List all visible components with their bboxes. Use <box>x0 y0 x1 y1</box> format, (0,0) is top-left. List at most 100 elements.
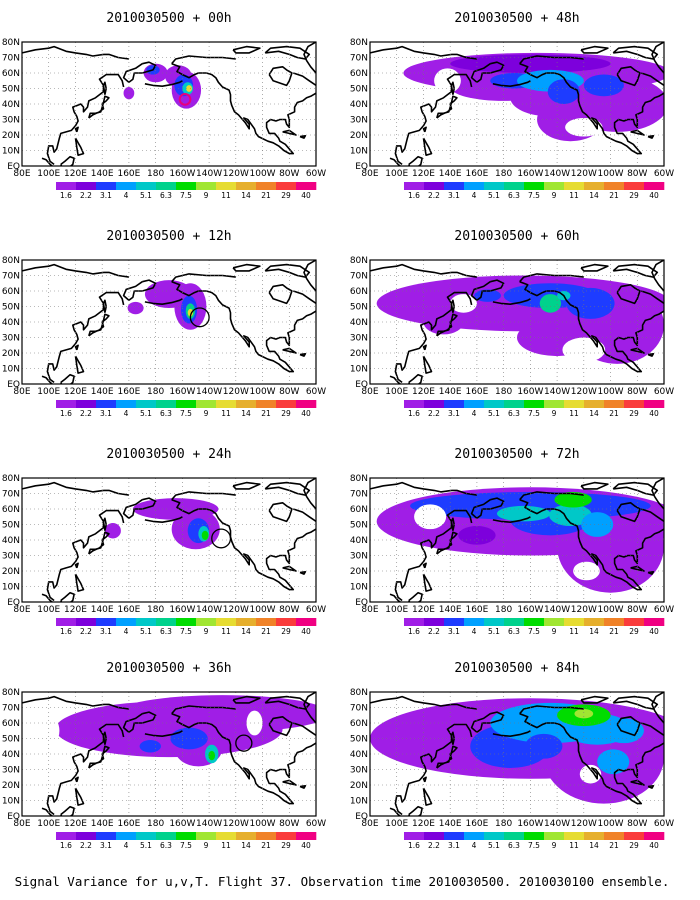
coastline <box>122 61 157 84</box>
colorbar: 1.6 2.2 3.1 4 5.1 6.3 7.5 9 11 14 21 29 40 <box>56 400 317 418</box>
variance-field <box>370 692 664 816</box>
map-frame <box>21 259 317 385</box>
colorbar-swatch <box>444 182 465 190</box>
colorbar-swatch <box>296 618 317 626</box>
coastline <box>88 531 110 555</box>
panel-title: 2010030500 + 36h <box>106 661 231 676</box>
coastline <box>293 72 316 87</box>
lat-tick-label: EQ <box>355 162 368 172</box>
colorbar-label: 14 <box>589 409 599 418</box>
lon-tick-label: 80E <box>361 169 378 179</box>
colorbar-swatch <box>624 400 645 408</box>
coastline <box>641 290 664 305</box>
coastline <box>102 517 107 531</box>
variance-contour <box>574 709 594 719</box>
variance-contour <box>547 79 580 104</box>
colorbar-swatch <box>564 618 585 626</box>
coastline <box>641 72 664 87</box>
coastline <box>60 805 75 816</box>
coastline <box>103 53 130 60</box>
coastline <box>580 481 609 490</box>
coastline <box>408 373 423 384</box>
lat-tick-label: 30N <box>350 766 368 776</box>
coastline <box>232 263 261 272</box>
colorbar-swatch <box>624 618 645 626</box>
lon-tick-label: 100E <box>385 387 408 397</box>
lat-tick-label: 50N <box>2 521 20 531</box>
colorbar-swatch <box>424 400 445 408</box>
coastline <box>389 593 402 602</box>
colorbar-label: 1.6 <box>60 191 72 200</box>
lon-tick-label: 120W <box>223 819 249 829</box>
coastline <box>422 355 433 374</box>
colorbar-label: 2.2 <box>80 841 92 850</box>
lat-tick-label: 10N <box>2 147 20 157</box>
lon-tick-label: 140E <box>439 605 462 615</box>
colorbar-label: 29 <box>629 191 639 200</box>
lat-tick-label: 40N <box>350 536 368 546</box>
colorbar-label: 9 <box>552 191 557 200</box>
coastline <box>264 45 311 60</box>
coastline <box>303 478 316 510</box>
colorbar-label: 2.2 <box>428 191 440 200</box>
colorbar-label: 3.1 <box>448 409 460 418</box>
lat-tick-label: 40N <box>2 536 20 546</box>
colorbar-label: 11 <box>221 627 231 636</box>
lat-tick-label: 20N <box>350 349 368 359</box>
colorbar-swatch <box>504 618 525 626</box>
lat-tick-label: 70N <box>350 272 368 282</box>
coastline <box>451 703 478 710</box>
map-panel-5: 2010030500 + 24h 80N 70N 60N 50N 40N 30N 20N 10N… <box>2 447 326 636</box>
colorbar-swatch <box>56 618 77 626</box>
lon-tick-label: 100E <box>37 819 60 829</box>
lon-tick-label: 140E <box>439 387 462 397</box>
coastline <box>519 273 584 283</box>
colorbar-label: 9 <box>204 627 209 636</box>
variance-contour <box>539 294 562 313</box>
variance-field <box>370 42 664 166</box>
colorbar-swatch <box>256 400 277 408</box>
variance-contour <box>187 308 194 317</box>
lon-tick-label: 140E <box>91 169 114 179</box>
colorbar-swatch <box>544 618 565 626</box>
lat-tick-label: 70N <box>350 704 368 714</box>
coastline <box>519 498 664 591</box>
colorbar-label: 29 <box>629 409 639 418</box>
coastline <box>651 42 664 74</box>
coastline <box>630 129 645 136</box>
colorbar-label: 11 <box>569 627 579 636</box>
coastline <box>88 95 110 119</box>
colorbar-swatch <box>276 618 297 626</box>
lat-tick-label: 60N <box>2 719 20 729</box>
lon-tick-label: 160E <box>465 819 488 829</box>
colorbar-label: 4 <box>124 627 129 636</box>
coastline <box>616 66 641 87</box>
colorbar-label: 6.3 <box>508 409 520 418</box>
colorbar-swatch <box>256 618 277 626</box>
colorbar-swatch <box>584 400 605 408</box>
coastline <box>470 711 505 734</box>
lat-tick-label: 20N <box>350 131 368 141</box>
colorbar-swatch <box>624 182 645 190</box>
coastline <box>422 137 433 156</box>
lon-tick-label: 120E <box>64 387 87 397</box>
colorbar-swatch <box>176 182 197 190</box>
colorbar-swatch <box>116 400 137 408</box>
map-panel-1: 2010030500 + 00h 80N 70N 60N 50N 40N 30N 20N 10N… <box>2 11 326 200</box>
lat-tick-label: 80N <box>2 688 20 698</box>
colorbar-label: 9 <box>552 841 557 850</box>
colorbar-swatch <box>56 182 77 190</box>
colorbar: 1.6 2.2 3.1 4 5.1 6.3 7.5 9 11 14 21 29 40 <box>56 618 317 636</box>
colorbar-label: 9 <box>204 191 209 200</box>
coastline <box>422 562 427 569</box>
coastline <box>171 280 316 373</box>
colorbar-label: 3.1 <box>448 627 460 636</box>
lon-tick-label: 100W <box>598 605 624 615</box>
no-signal-area <box>434 68 461 94</box>
coastline <box>451 53 478 60</box>
lon-tick-label: 160E <box>117 169 140 179</box>
coastline <box>519 491 584 501</box>
coastline <box>22 263 104 275</box>
colorbar-swatch <box>644 618 665 626</box>
lon-tick-label: 100E <box>385 605 408 615</box>
